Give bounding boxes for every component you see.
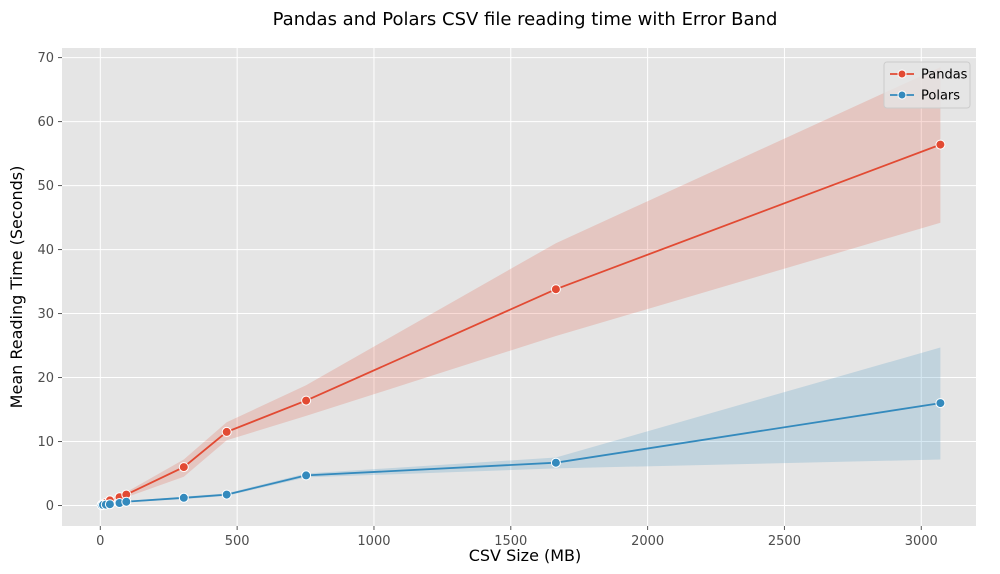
error-bands — [101, 67, 941, 506]
y-axis-label: Mean Reading Time (Seconds) — [7, 166, 26, 409]
polars-error-band — [101, 347, 941, 506]
chart-title: Pandas and Polars CSV file reading time … — [273, 9, 778, 30]
y-tick-label: 40 — [37, 243, 54, 258]
y-tick-label: 60 — [37, 115, 54, 130]
y-tick-label: 50 — [37, 179, 54, 194]
pandas-point — [221, 426, 232, 437]
x-axis-ticks: 0 500 1000 1500 2000 2500 3000 — [96, 526, 938, 549]
y-tick-label: 70 — [37, 51, 54, 66]
x-tick-label: 1000 — [357, 534, 390, 549]
pandas-point — [935, 139, 946, 150]
x-tick-label: 2000 — [631, 534, 664, 549]
x-tick-label: 1500 — [494, 534, 527, 549]
legend: Pandas Polars — [883, 61, 971, 109]
legend-polars-marker — [897, 90, 907, 100]
pandas-error-band — [101, 67, 941, 506]
polars-point — [935, 398, 946, 409]
polars-point — [301, 470, 312, 481]
polars-point — [178, 492, 189, 503]
legend-pandas-label: Pandas — [921, 68, 968, 83]
series-points — [96, 139, 946, 511]
y-tick-label: 0 — [46, 499, 54, 514]
polars-point — [221, 489, 232, 500]
polars-point — [121, 496, 132, 507]
x-tick-label: 3000 — [905, 534, 938, 549]
polars-point — [550, 457, 561, 468]
legend-polars-label: Polars — [921, 89, 960, 104]
y-tick-label: 10 — [37, 435, 54, 450]
x-tick-label: 2500 — [768, 534, 801, 549]
pandas-point — [178, 462, 189, 473]
x-axis-label: CSV Size (MB) — [469, 546, 582, 565]
y-axis-ticks: 0 10 20 30 40 50 60 70 — [37, 51, 62, 514]
pandas-point — [550, 284, 561, 295]
pandas-point — [301, 395, 312, 406]
plot-area — [62, 48, 976, 526]
x-tick-label: 0 — [96, 534, 104, 549]
y-tick-label: 30 — [37, 307, 54, 322]
y-tick-label: 20 — [37, 371, 54, 386]
x-tick-label: 500 — [225, 534, 250, 549]
polars-point — [104, 499, 115, 510]
legend-pandas-marker — [897, 69, 907, 79]
